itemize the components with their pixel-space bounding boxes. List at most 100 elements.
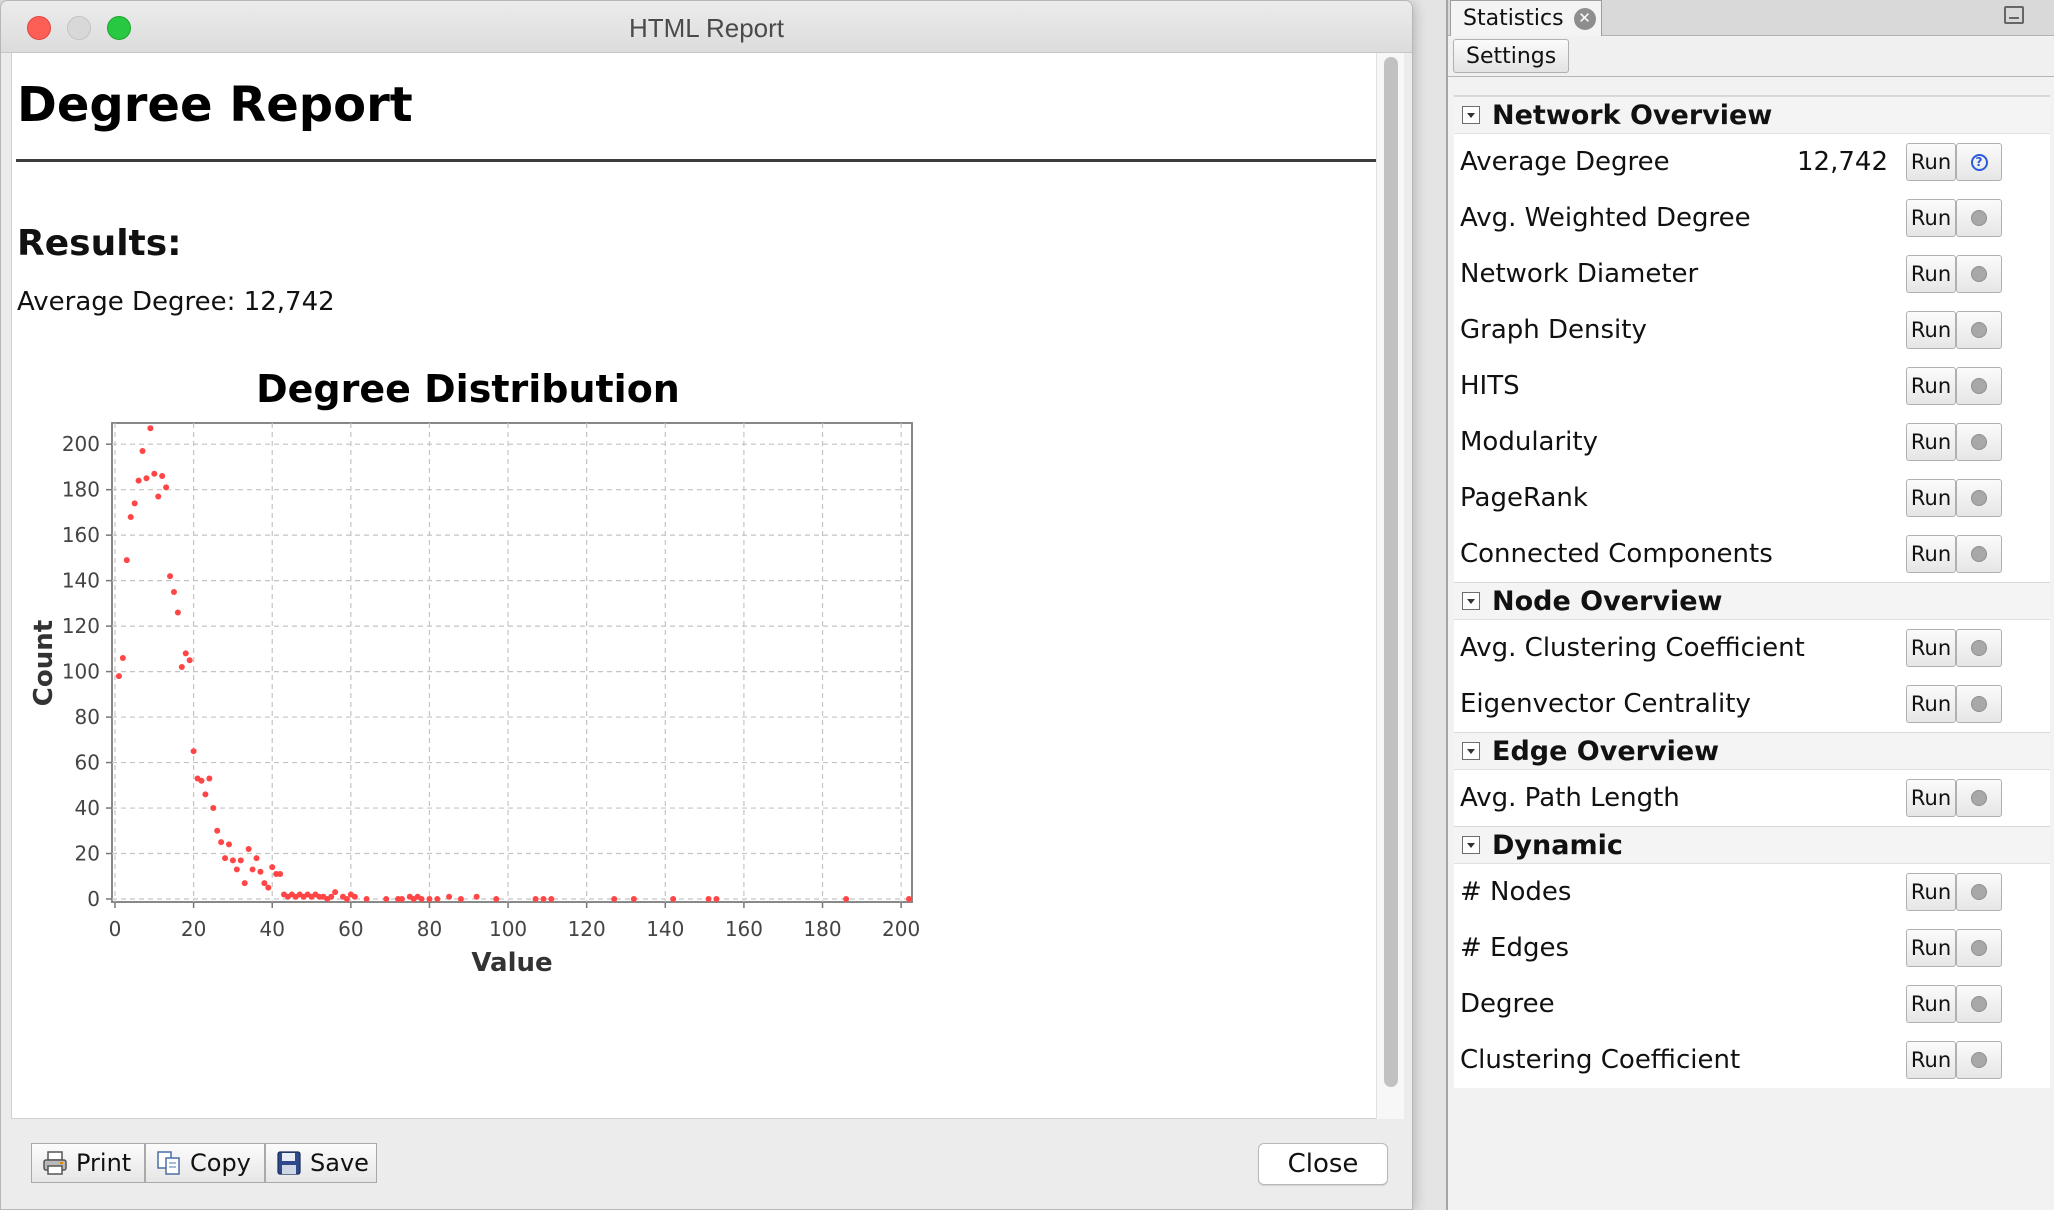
settings-button[interactable]: Settings (1453, 39, 1570, 73)
data-point (245, 845, 252, 852)
report-vertical-scrollbar[interactable] (1376, 53, 1404, 1119)
data-point (163, 484, 170, 491)
run-button[interactable]: Run (1906, 311, 1956, 349)
data-point (670, 896, 677, 902)
data-point (202, 791, 209, 798)
section-header[interactable]: Network Overview (1454, 96, 2050, 134)
data-point (182, 650, 189, 657)
window-minimize-button[interactable] (67, 16, 91, 40)
data-point (351, 893, 358, 900)
run-button[interactable]: Run (1906, 1041, 1956, 1079)
window-zoom-button[interactable] (107, 16, 131, 40)
data-point (540, 896, 547, 902)
average-degree-result: Average Degree: 12,742 (17, 287, 335, 317)
run-button[interactable]: Run (1906, 629, 1956, 667)
info-button (1956, 873, 2002, 911)
data-point (237, 857, 244, 864)
data-point (225, 841, 232, 848)
run-button[interactable]: Run (1906, 255, 1956, 293)
html-report-dialog: HTML Report Degree Report Results: Avera… (0, 0, 1413, 1210)
run-button[interactable]: Run (1906, 479, 1956, 517)
print-button[interactable]: Print (31, 1143, 145, 1183)
data-point (493, 896, 500, 902)
x-tick-label: 160 (725, 917, 763, 941)
run-button[interactable]: Run (1906, 985, 1956, 1023)
section-header[interactable]: Node Overview (1454, 582, 2050, 620)
x-tick-label: 60 (338, 917, 363, 941)
report-title: Degree Report (17, 77, 413, 133)
data-point (178, 664, 185, 671)
data-point (630, 896, 637, 902)
x-tick-label: 200 (882, 917, 920, 941)
y-tick-label: 120 (62, 614, 100, 638)
run-button[interactable]: Run (1906, 929, 1956, 967)
minimize-panel-icon[interactable] (2004, 6, 2024, 24)
y-tick-label: 80 (75, 705, 100, 729)
section-title: Dynamic (1492, 829, 1623, 861)
run-button[interactable]: Run (1906, 423, 1956, 461)
copy-button[interactable]: Copy (145, 1143, 265, 1183)
data-point (363, 896, 370, 902)
data-point (170, 589, 177, 596)
disabled-help-icon (1971, 884, 1987, 900)
statistic-row: Avg. Clustering Coefficient Run (1454, 620, 2050, 676)
statistic-row: Degree Run (1454, 976, 2050, 1032)
run-button[interactable]: Run (1906, 199, 1956, 237)
results-heading: Results: (17, 223, 182, 264)
data-point (446, 893, 453, 900)
disabled-help-icon (1971, 996, 1987, 1012)
statistic-row: Avg. Path Length Run (1454, 770, 2050, 826)
data-point (473, 893, 480, 900)
section-header[interactable]: Dynamic (1454, 826, 2050, 864)
statistic-row: PageRank Run (1454, 470, 2050, 526)
save-button[interactable]: Save (265, 1143, 377, 1183)
y-axis-label: Count (29, 620, 59, 706)
section-header[interactable]: Edge Overview (1454, 732, 2050, 770)
disabled-help-icon (1971, 266, 1987, 282)
run-button[interactable]: Run (1906, 685, 1956, 723)
x-tick-label: 20 (181, 917, 206, 941)
run-button[interactable]: Run (1906, 535, 1956, 573)
tab-statistics[interactable]: Statistics ✕ (1450, 0, 1602, 36)
data-point (135, 477, 142, 484)
data-point (269, 864, 276, 871)
collapse-toggle-icon[interactable] (1462, 106, 1480, 124)
statistic-name: # Nodes (1460, 877, 1572, 907)
scrollbar-thumb[interactable] (1384, 57, 1398, 1087)
statistic-row: Graph Density Run (1454, 302, 2050, 358)
x-tick-label: 40 (260, 917, 285, 941)
close-tab-icon[interactable]: ✕ (1573, 7, 1596, 30)
data-point (265, 884, 272, 891)
statistic-name: Average Degree (1460, 147, 1670, 177)
chart-points (115, 425, 912, 902)
y-tick-label: 20 (75, 842, 100, 866)
run-button[interactable]: Run (1906, 873, 1956, 911)
info-button (1956, 1041, 2002, 1079)
run-button[interactable]: Run (1906, 779, 1956, 817)
data-point (332, 889, 339, 896)
statistic-row: Modularity Run (1454, 414, 2050, 470)
data-point (253, 855, 260, 862)
window-close-button[interactable] (27, 16, 51, 40)
run-button[interactable]: Run (1906, 143, 1956, 181)
data-point (190, 748, 197, 755)
dialog-titlebar[interactable]: HTML Report (1, 1, 1412, 53)
data-point (222, 855, 229, 862)
disabled-help-icon (1971, 210, 1987, 226)
collapse-toggle-icon[interactable] (1462, 836, 1480, 854)
disabled-help-icon (1971, 322, 1987, 338)
data-point (713, 896, 720, 902)
collapse-toggle-icon[interactable] (1462, 592, 1480, 610)
collapse-toggle-icon[interactable] (1462, 742, 1480, 760)
info-button[interactable]: ? (1956, 143, 2002, 181)
statistic-row: HITS Run (1454, 358, 2050, 414)
statistic-row: Connected Components Run (1454, 526, 2050, 582)
statistic-row: Eigenvector Centrality Run (1454, 676, 2050, 732)
run-button[interactable]: Run (1906, 367, 1956, 405)
statistic-name: Connected Components (1460, 539, 1773, 569)
statistic-value: 12,742 (1797, 147, 1888, 177)
close-button[interactable]: Close (1258, 1143, 1388, 1185)
y-tick-label: 0 (87, 887, 100, 911)
section-title: Node Overview (1492, 585, 1723, 617)
x-tick-label: 180 (803, 917, 841, 941)
